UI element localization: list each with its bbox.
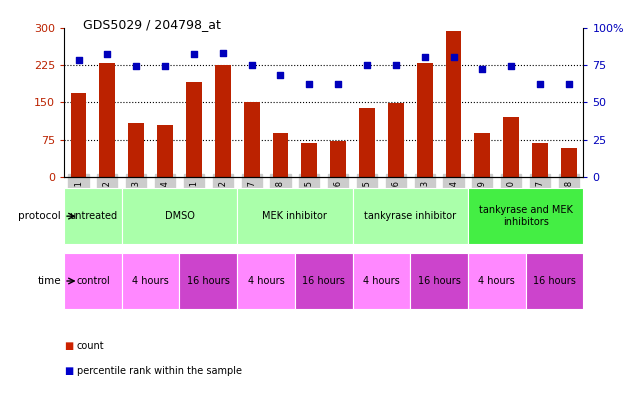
Bar bbox=[128, 123, 144, 177]
Text: tankyrase inhibitor: tankyrase inhibitor bbox=[364, 211, 456, 221]
Text: 16 hours: 16 hours bbox=[303, 276, 345, 286]
Bar bbox=[561, 148, 577, 177]
Point bbox=[477, 66, 487, 72]
Text: ■: ■ bbox=[65, 366, 74, 376]
Bar bbox=[186, 82, 202, 177]
Bar bbox=[244, 102, 260, 177]
Bar bbox=[503, 117, 519, 177]
Bar bbox=[388, 103, 404, 177]
Point bbox=[420, 54, 430, 61]
Bar bbox=[330, 141, 346, 177]
Bar bbox=[468, 188, 583, 244]
Point bbox=[333, 81, 344, 87]
Text: percentile rank within the sample: percentile rank within the sample bbox=[77, 366, 242, 376]
Point bbox=[535, 81, 545, 87]
Bar bbox=[99, 63, 115, 177]
Text: time: time bbox=[37, 276, 61, 286]
Text: MEK inhibitor: MEK inhibitor bbox=[262, 211, 328, 221]
Text: 16 hours: 16 hours bbox=[418, 276, 460, 286]
Bar bbox=[301, 143, 317, 177]
Point bbox=[246, 62, 256, 68]
Bar bbox=[157, 125, 173, 177]
Point bbox=[74, 57, 83, 64]
Point bbox=[188, 51, 199, 57]
Bar bbox=[417, 63, 433, 177]
Bar bbox=[122, 253, 179, 309]
Text: 4 hours: 4 hours bbox=[478, 276, 515, 286]
Point bbox=[276, 72, 286, 79]
Point bbox=[103, 51, 113, 57]
Bar bbox=[474, 133, 490, 177]
Point bbox=[218, 50, 228, 56]
Point bbox=[564, 81, 574, 87]
Bar bbox=[353, 253, 410, 309]
Text: GDS5029 / 204798_at: GDS5029 / 204798_at bbox=[83, 18, 221, 31]
Point bbox=[391, 62, 401, 68]
Point bbox=[449, 54, 459, 61]
Bar bbox=[122, 188, 237, 244]
Text: protocol: protocol bbox=[18, 211, 61, 221]
Bar bbox=[295, 253, 353, 309]
Text: tankyrase and MEK
inhibitors: tankyrase and MEK inhibitors bbox=[479, 206, 572, 227]
Point bbox=[160, 63, 171, 70]
Bar bbox=[179, 253, 237, 309]
Bar bbox=[237, 253, 295, 309]
Bar bbox=[215, 65, 231, 177]
Text: 16 hours: 16 hours bbox=[533, 276, 576, 286]
Bar bbox=[410, 253, 468, 309]
Bar bbox=[532, 143, 548, 177]
Text: 4 hours: 4 hours bbox=[363, 276, 400, 286]
Text: control: control bbox=[76, 276, 110, 286]
Bar bbox=[237, 188, 353, 244]
Bar bbox=[64, 253, 122, 309]
Bar bbox=[526, 253, 583, 309]
Point bbox=[304, 81, 315, 87]
Bar bbox=[353, 188, 468, 244]
Bar bbox=[64, 188, 122, 244]
Text: count: count bbox=[77, 341, 104, 351]
Text: DMSO: DMSO bbox=[165, 211, 194, 221]
Bar bbox=[445, 31, 462, 177]
Point bbox=[131, 63, 142, 70]
Text: ■: ■ bbox=[65, 341, 74, 351]
Text: untreated: untreated bbox=[69, 211, 117, 221]
Point bbox=[506, 63, 517, 70]
Point bbox=[362, 62, 372, 68]
Bar bbox=[468, 253, 526, 309]
Text: 4 hours: 4 hours bbox=[132, 276, 169, 286]
Bar bbox=[359, 108, 375, 177]
Text: 16 hours: 16 hours bbox=[187, 276, 229, 286]
Bar bbox=[71, 93, 87, 177]
Text: 4 hours: 4 hours bbox=[247, 276, 285, 286]
Bar bbox=[272, 133, 288, 177]
